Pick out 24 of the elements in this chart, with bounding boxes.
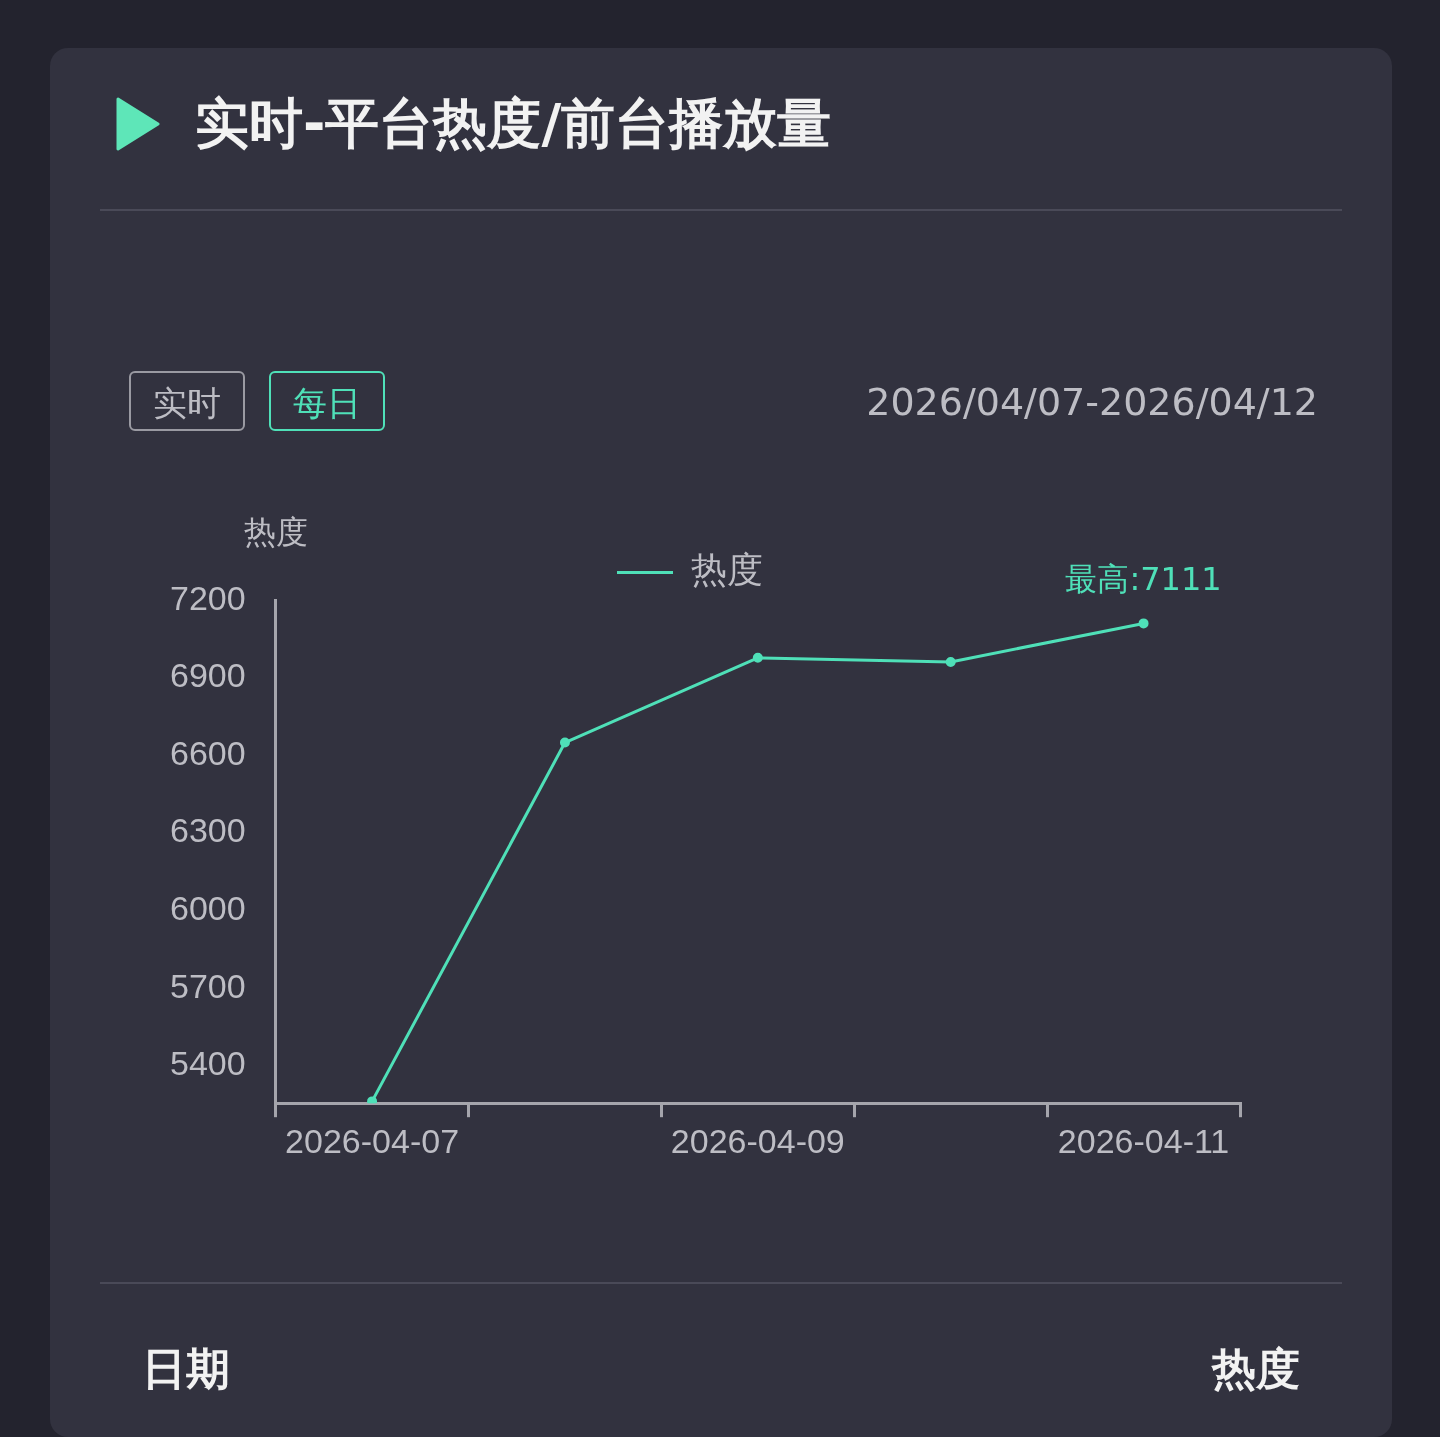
text: 日期 (142, 1342, 230, 1396)
text: 每日 (269, 371, 385, 431)
chart-title: 实时-平台热度/前台播放量 (195, 91, 832, 157)
x-tick-label: 2026-04-09 (670, 1121, 845, 1160)
text: 热度 (1212, 1342, 1300, 1396)
point (367, 1096, 378, 1104)
annotation: 最高:7111 (1065, 559, 1222, 598)
y-tick-label: 6000 (170, 888, 246, 927)
y-tick-label: 5700 (170, 966, 246, 1005)
x-tick-label: 2026-04-11 (1057, 1121, 1230, 1160)
text: 实时 (129, 371, 245, 431)
point (559, 737, 570, 748)
point (1138, 618, 1149, 629)
point (752, 652, 763, 663)
legend-label: 热度 (691, 549, 763, 591)
y-tick-label: 6300 (170, 811, 246, 850)
y-tick-label: 5400 (170, 1044, 246, 1083)
y-tick-label: 6900 (170, 656, 246, 695)
text: 2026/04/07-2026/04/12 (866, 380, 1318, 424)
x-tick-label: 2026-04-07 (285, 1121, 460, 1160)
point (945, 656, 956, 667)
y-tick-label: 6600 (170, 733, 246, 772)
y-axis-title: 热度 (243, 512, 308, 551)
y-tick-label: 7200 (170, 578, 246, 617)
